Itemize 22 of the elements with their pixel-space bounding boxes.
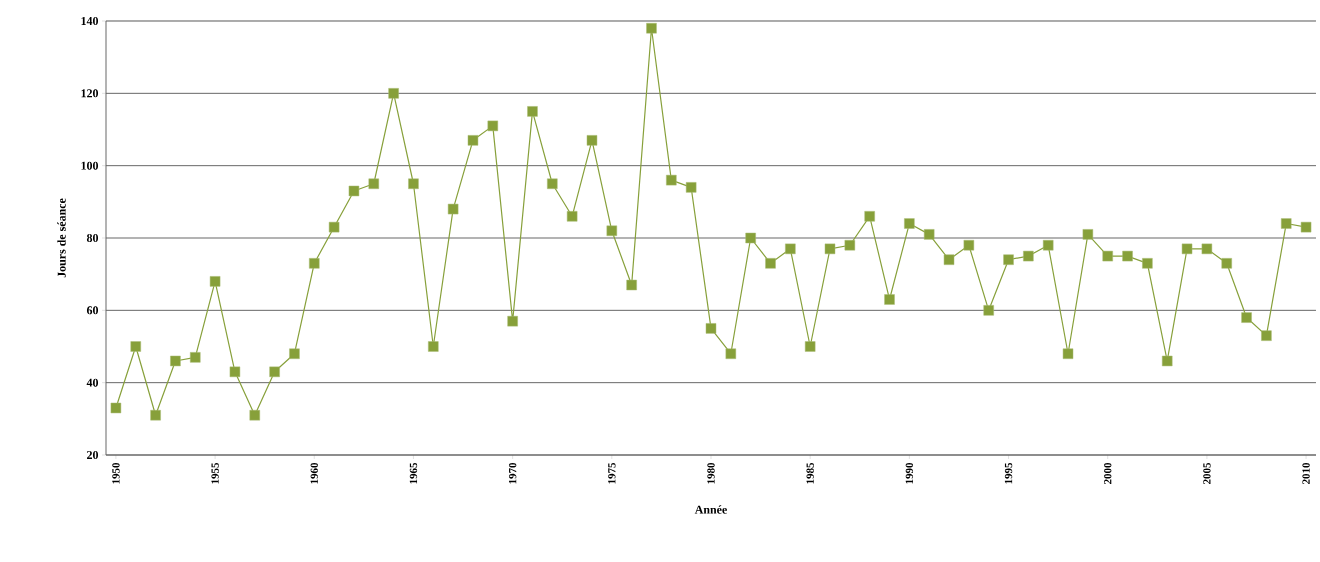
x-tick-label: 2000 (1104, 462, 1112, 484)
x-tick-label: 1990 (905, 462, 914, 484)
y-tick-label: 120 (81, 89, 99, 98)
x-tick-label: 1995 (1004, 462, 1013, 484)
x-axis-title: Année (694, 505, 727, 514)
x-tick-label: 1975 (608, 462, 616, 484)
y-axis-title: Jours de séance (57, 198, 66, 278)
y-tick-label: 40 (86, 378, 99, 387)
x-tick-label: 1965 (409, 462, 418, 484)
x-tick-label: 2010 (1302, 462, 1310, 484)
y-tick-label: 60 (86, 306, 99, 315)
x-tick-label: 1985 (806, 462, 814, 484)
x-tick-label: 1955 (211, 462, 219, 484)
x-tick-label: 1950 (112, 462, 120, 484)
x-tick-label: 1960 (310, 462, 318, 484)
x-tick-label: 1980 (707, 462, 715, 484)
x-tick-label: 1970 (508, 462, 517, 484)
y-tick-label: 140 (81, 16, 99, 26)
y-tick-label: 20 (87, 450, 99, 460)
y-tick-label: 80 (86, 233, 99, 243)
x-tick-label: 2005 (1203, 462, 1211, 484)
y-tick-label: 100 (81, 161, 99, 170)
